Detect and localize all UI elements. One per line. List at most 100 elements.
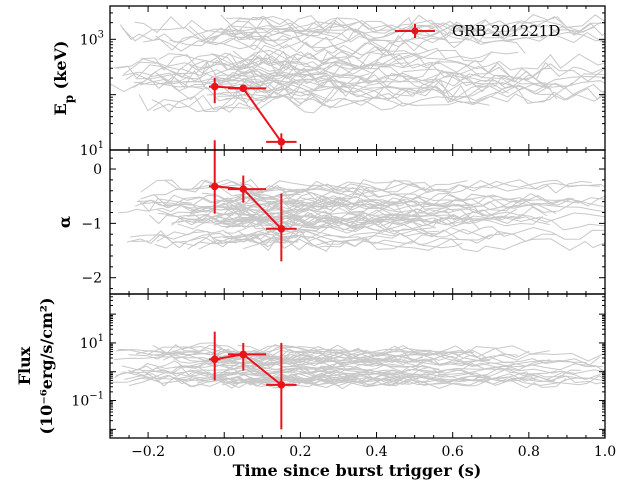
background-line xyxy=(224,220,440,234)
alpha-background-lines xyxy=(118,178,605,253)
background-line xyxy=(219,73,605,93)
background-line xyxy=(154,234,329,249)
alpha-highlight-point xyxy=(239,185,248,193)
background-line xyxy=(227,20,605,41)
background-line xyxy=(114,371,536,381)
background-line xyxy=(143,37,259,52)
background-line xyxy=(138,94,490,113)
background-line xyxy=(223,38,429,58)
background-line xyxy=(133,70,370,90)
background-line xyxy=(239,372,605,383)
background-line xyxy=(243,238,605,253)
background-line xyxy=(240,186,431,200)
alpha-highlight-point xyxy=(210,182,219,191)
axes: 101 103 −2 −1 0 10−1 101 −0.2 0.0 0.2 0.4 0.6 0.8 1.0 xyxy=(71,5,616,460)
background-line xyxy=(164,193,605,208)
background-line xyxy=(131,376,350,388)
background-line xyxy=(226,15,472,36)
background-line xyxy=(220,14,602,35)
alpha-ytick-label: 0 xyxy=(93,162,102,178)
background-line xyxy=(148,213,234,225)
background-line xyxy=(231,22,605,43)
background-line xyxy=(237,213,489,227)
flux-highlight-point xyxy=(239,350,248,359)
background-line xyxy=(126,230,509,246)
background-line xyxy=(140,199,455,212)
background-line xyxy=(224,351,490,362)
background-line xyxy=(221,91,605,111)
background-line xyxy=(140,178,601,194)
alpha-ytick-label: −1 xyxy=(81,216,102,232)
background-line xyxy=(128,364,513,375)
background-line xyxy=(173,348,230,360)
background-line xyxy=(155,360,250,369)
background-line xyxy=(147,344,432,356)
background-line xyxy=(161,80,509,100)
flux-ytick-label: 101 xyxy=(80,333,104,352)
background-line xyxy=(158,51,362,71)
ep-highlight-point xyxy=(210,82,219,91)
background-line xyxy=(177,215,473,230)
flux-ylabel-line1: Flux xyxy=(15,346,34,385)
background-line xyxy=(110,79,295,97)
background-line xyxy=(140,50,441,72)
background-line xyxy=(215,62,605,83)
background-line xyxy=(171,214,315,228)
flux-highlight-series xyxy=(209,331,297,430)
background-line xyxy=(223,228,492,242)
flux-ytick-label: 10−1 xyxy=(71,391,104,410)
background-line xyxy=(233,68,299,89)
background-line xyxy=(155,35,526,55)
x-tick-label: 0.6 xyxy=(442,444,464,460)
background-line xyxy=(115,367,582,378)
ep-highlight-point xyxy=(239,84,248,93)
x-tick-label: 1.0 xyxy=(594,444,616,460)
background-line xyxy=(239,44,493,65)
background-line xyxy=(164,179,592,194)
flux-highlight-point xyxy=(210,355,219,364)
background-line xyxy=(172,361,266,369)
background-line xyxy=(177,213,544,228)
background-line xyxy=(135,60,409,80)
legend-marker-dot xyxy=(411,27,419,35)
flux-background-lines xyxy=(111,342,605,390)
alpha-ytick-label: −2 xyxy=(81,271,102,287)
x-tick-label: 0.4 xyxy=(365,444,387,460)
background-line xyxy=(111,373,444,385)
legend-label: GRB 201221D xyxy=(452,22,560,40)
background-line xyxy=(151,185,258,197)
x-tick-label: −0.2 xyxy=(131,444,165,460)
alpha-highlight-series xyxy=(209,140,297,262)
background-line xyxy=(119,23,595,44)
background-line xyxy=(198,235,463,250)
ep-ylabel: Ep (keV) xyxy=(51,41,76,116)
x-tick-label: 0.2 xyxy=(289,444,311,460)
ep-highlight-point xyxy=(277,138,286,146)
ep-ytick-label: 103 xyxy=(80,29,104,48)
background-line xyxy=(206,84,605,105)
background-line xyxy=(169,29,291,47)
background-line xyxy=(152,94,249,112)
background-line xyxy=(215,344,551,357)
background-line xyxy=(232,44,519,65)
background-line xyxy=(215,64,298,85)
background-line xyxy=(115,348,470,359)
background-line xyxy=(231,215,481,230)
flux-highlight-point xyxy=(277,381,286,389)
background-line xyxy=(197,357,551,368)
background-line xyxy=(189,54,497,74)
background-line xyxy=(237,225,605,240)
flux-ylabel-line2: (10⁻⁶erg/s/cm²) xyxy=(37,297,56,434)
legend: GRB 201221D xyxy=(395,22,560,40)
ep-background-lines xyxy=(110,14,605,114)
background-line xyxy=(228,378,567,389)
background-line xyxy=(139,78,308,96)
x-tick-label: 0.8 xyxy=(518,444,540,460)
background-line xyxy=(196,376,352,387)
ep-highlight-series xyxy=(209,78,297,150)
background-line xyxy=(152,344,201,354)
background-line xyxy=(211,72,574,92)
background-line xyxy=(232,218,376,230)
alpha-ylabel: α xyxy=(55,216,74,228)
